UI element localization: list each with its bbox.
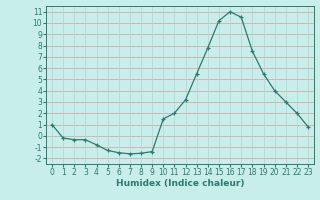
- X-axis label: Humidex (Indice chaleur): Humidex (Indice chaleur): [116, 179, 244, 188]
